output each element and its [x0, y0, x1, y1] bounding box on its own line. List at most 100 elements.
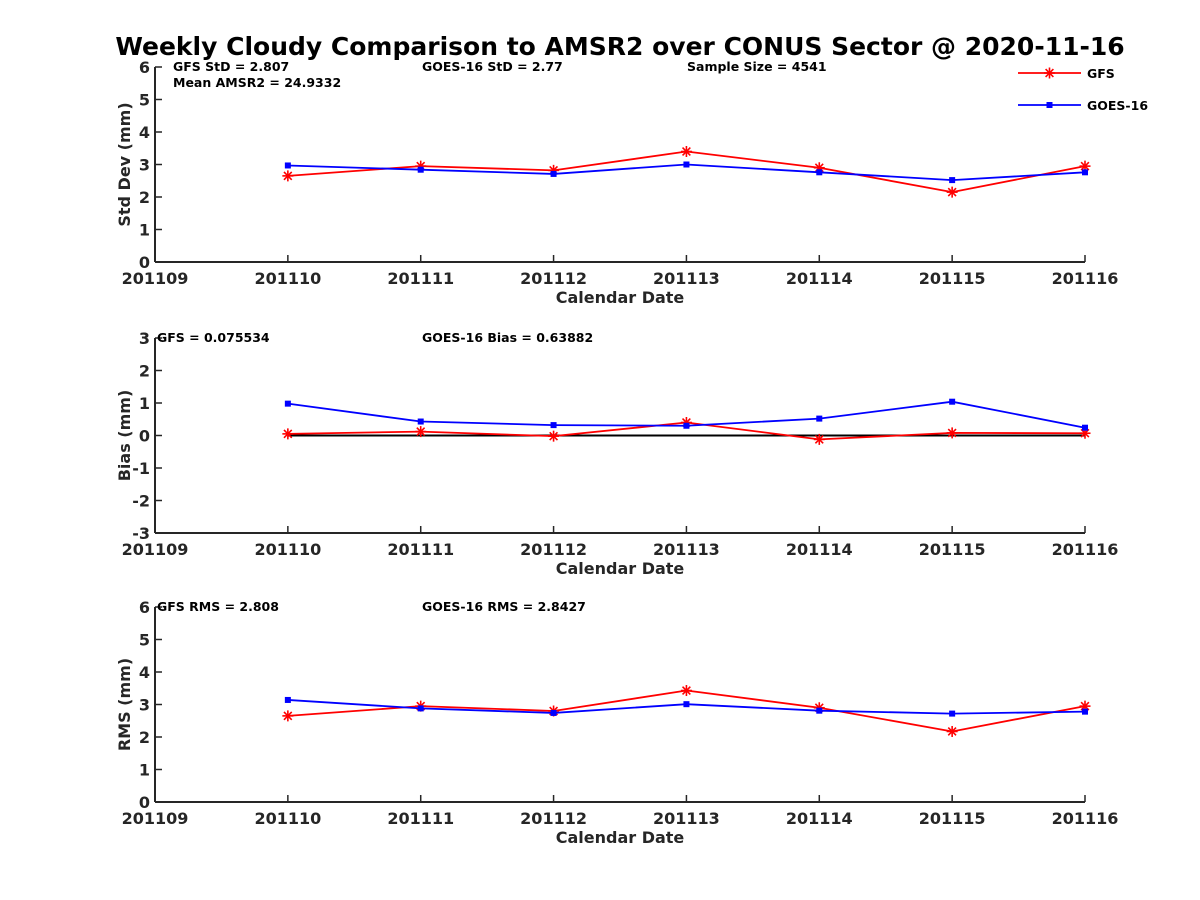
data-point-goes-16 — [417, 166, 424, 173]
legend-marker — [1044, 67, 1055, 79]
y-tick-label: 1 — [139, 221, 150, 240]
x-axis-label: Calendar Date — [556, 559, 685, 578]
data-point-gfs — [415, 426, 427, 438]
x-tick-label: 201112 — [520, 540, 587, 559]
legend-label: GFS — [1087, 66, 1115, 81]
y-tick-label: -3 — [132, 524, 150, 543]
y-tick-label: 2 — [139, 362, 150, 381]
data-point-gfs — [282, 170, 294, 182]
x-tick-label: 201115 — [919, 269, 986, 288]
y-tick-label: -2 — [132, 492, 150, 511]
data-point-goes-16 — [816, 169, 823, 176]
x-tick-label: 201110 — [254, 269, 321, 288]
series-line-gfs — [287, 150, 1086, 194]
data-point-goes-16 — [683, 161, 690, 168]
x-tick-label: 201115 — [919, 809, 986, 828]
data-point-gfs — [946, 427, 958, 439]
x-tick-label: 201116 — [1052, 269, 1119, 288]
data-point-goes-16 — [816, 707, 823, 714]
x-tick-label: 201110 — [254, 809, 321, 828]
data-point-goes-16 — [949, 177, 956, 184]
annotation: GOES-16 StD = 2.77 — [422, 59, 563, 74]
data-point-goes-16 — [949, 710, 956, 717]
x-tick-label: 201111 — [387, 809, 454, 828]
series-goes-16 — [284, 398, 1088, 431]
panel-1: 0 1 2 3 4 5 6 201109 201110 201111 201112 201113 201… — [115, 58, 1118, 307]
annotation: GOES-16 Bias = 0.63882 — [422, 330, 593, 345]
data-point-goes-16 — [284, 400, 291, 407]
panel-2: -3 -2 -1 0 1 2 3 201109 201110 201111 201112 201113… — [115, 329, 1118, 578]
series-line-gfs — [287, 689, 1086, 733]
x-tick-label: 201116 — [1052, 809, 1119, 828]
data-point-goes-16 — [949, 398, 956, 405]
data-point-goes-16 — [816, 415, 823, 422]
data-point-gfs — [282, 710, 294, 722]
panel-3: 0 1 2 3 4 5 6 201109 201110 201111 201112 201113 201… — [115, 598, 1118, 847]
data-point-gfs — [282, 428, 294, 440]
annotation: Mean AMSR2 = 24.9332 — [173, 75, 341, 90]
annotation: GFS = 0.075534 — [157, 330, 270, 345]
x-tick-label: 201110 — [254, 540, 321, 559]
annotation: Sample Size = 4541 — [687, 59, 827, 74]
chart-title: Weekly Cloudy Comparison to AMSR2 over C… — [115, 32, 1124, 61]
x-tick-label: 201112 — [520, 809, 587, 828]
y-tick-label: 0 — [139, 793, 150, 812]
y-axis-label: Bias (mm) — [115, 390, 134, 482]
x-tick-label: 201114 — [786, 269, 853, 288]
x-tick-label: 201111 — [387, 540, 454, 559]
y-tick-label: 3 — [139, 156, 150, 175]
x-tick-label: 201112 — [520, 269, 587, 288]
legend: GFS GOES-16 — [1018, 66, 1148, 113]
data-point-goes-16 — [550, 709, 557, 716]
y-tick-label: 4 — [139, 663, 150, 682]
data-point-goes-16 — [417, 705, 424, 712]
data-point-gfs — [813, 433, 825, 445]
y-tick-label: 3 — [139, 696, 150, 715]
series-gfs — [282, 146, 1091, 198]
data-point-goes-16 — [417, 418, 424, 425]
data-point-goes-16 — [683, 422, 690, 429]
x-tick-label: 201114 — [786, 540, 853, 559]
y-tick-label: 3 — [139, 329, 150, 348]
y-axis-label: Std Dev (mm) — [115, 102, 134, 226]
y-tick-label: 2 — [139, 188, 150, 207]
y-tick-label: -1 — [132, 459, 150, 478]
y-tick-label: 5 — [139, 631, 150, 650]
series-goes-16 — [284, 696, 1088, 717]
annotation: GOES-16 RMS = 2.8427 — [422, 599, 586, 614]
data-point-goes-16 — [284, 696, 291, 703]
y-tick-label: 2 — [139, 728, 150, 747]
annotation: GFS StD = 2.807 — [173, 59, 289, 74]
x-axis-label: Calendar Date — [556, 288, 685, 307]
legend-marker — [1046, 102, 1053, 108]
series-gfs — [282, 417, 1091, 445]
y-tick-label: 1 — [139, 761, 150, 780]
y-tick-label: 4 — [139, 123, 150, 142]
y-tick-label: 0 — [139, 427, 150, 446]
data-point-goes-16 — [550, 170, 557, 177]
x-tick-label: 201109 — [122, 540, 189, 559]
data-point-gfs — [946, 186, 958, 198]
y-tick-label: 5 — [139, 91, 150, 110]
series-goes-16 — [284, 161, 1088, 184]
data-point-gfs — [548, 430, 560, 442]
annotation: GFS RMS = 2.808 — [157, 599, 279, 614]
x-tick-label: 201111 — [387, 269, 454, 288]
x-tick-label: 201109 — [122, 809, 189, 828]
data-point-goes-16 — [1082, 708, 1088, 715]
data-point-goes-16 — [284, 162, 291, 169]
x-tick-label: 201113 — [653, 269, 720, 288]
data-point-goes-16 — [683, 701, 690, 708]
data-point-gfs — [680, 685, 692, 697]
y-tick-label: 6 — [139, 598, 150, 617]
legend-label: GOES-16 — [1087, 98, 1148, 113]
x-axis-label: Calendar Date — [556, 828, 685, 847]
data-point-gfs — [680, 146, 692, 157]
x-tick-label: 201113 — [653, 809, 720, 828]
y-tick-label: 1 — [139, 394, 150, 413]
x-tick-label: 201113 — [653, 540, 720, 559]
x-tick-label: 201114 — [786, 809, 853, 828]
legend-item-goes-16: GOES-16 — [1018, 98, 1148, 113]
data-point-goes-16 — [1082, 169, 1088, 176]
